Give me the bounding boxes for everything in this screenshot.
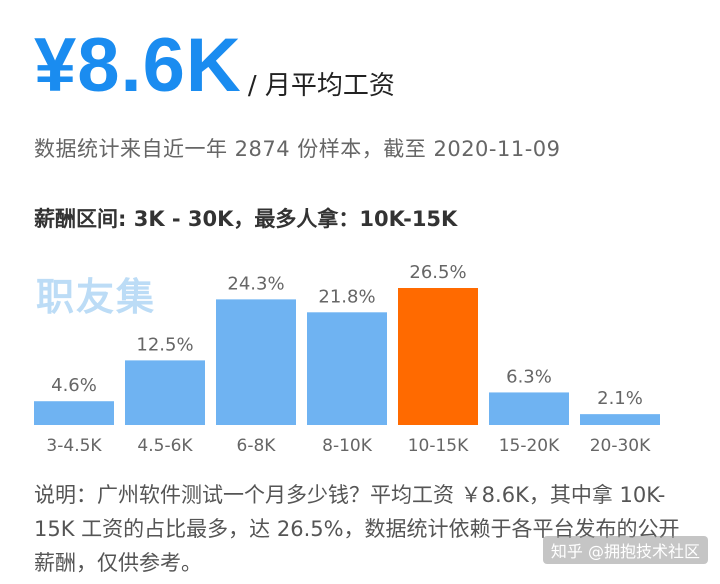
category-label-20-30K: 20-30K [590, 436, 651, 456]
category-label-10-15K: 10-15K [408, 436, 469, 456]
bar-15-20K [489, 392, 569, 425]
bar-6-8K [216, 299, 296, 425]
value-label-10-15K: 26.5% [409, 262, 466, 283]
bar-8-10K [307, 312, 387, 425]
value-label-20-30K: 2.1% [597, 388, 643, 409]
category-label-4.5-6K: 4.5-6K [137, 436, 193, 456]
salary-unit: / 月平均工资 [247, 71, 395, 101]
category-label-3-4.5K: 3-4.5K [46, 436, 102, 456]
bar-10-15K [398, 288, 478, 425]
brand-watermark: 职友集 [36, 275, 157, 319]
average-salary: ¥8.6K [34, 23, 242, 108]
description-note: 说明：广州软件测试一个月多少钱？平均工资 ￥8.6K，其中拿 10K-15K 工… [34, 483, 680, 575]
category-label-8-10K: 8-10K [322, 436, 373, 456]
headline: ¥8.6K / 月平均工资 [34, 22, 395, 110]
value-label-4.5-6K: 12.5% [136, 334, 193, 355]
bar-3-4.5K [34, 401, 114, 425]
bar-20-30K [580, 414, 660, 425]
value-label-8-10K: 21.8% [318, 286, 375, 307]
credit-watermark: 知乎 @拥抱技术社区 [542, 536, 708, 564]
value-label-15-20K: 6.3% [506, 366, 552, 387]
value-label-3-4.5K: 4.6% [51, 375, 97, 396]
salary-range: 薪酬区间: 3K - 30K，最多人拿：10K-15K [34, 207, 458, 231]
value-label-6-8K: 24.3% [227, 273, 284, 294]
category-label-15-20K: 15-20K [499, 436, 560, 456]
sample-info: 数据统计来自近一年 2874 份样本，截至 2020-11-09 [34, 137, 561, 161]
category-label-6-8K: 6-8K [237, 436, 277, 456]
bar-4.5-6K [125, 360, 205, 425]
